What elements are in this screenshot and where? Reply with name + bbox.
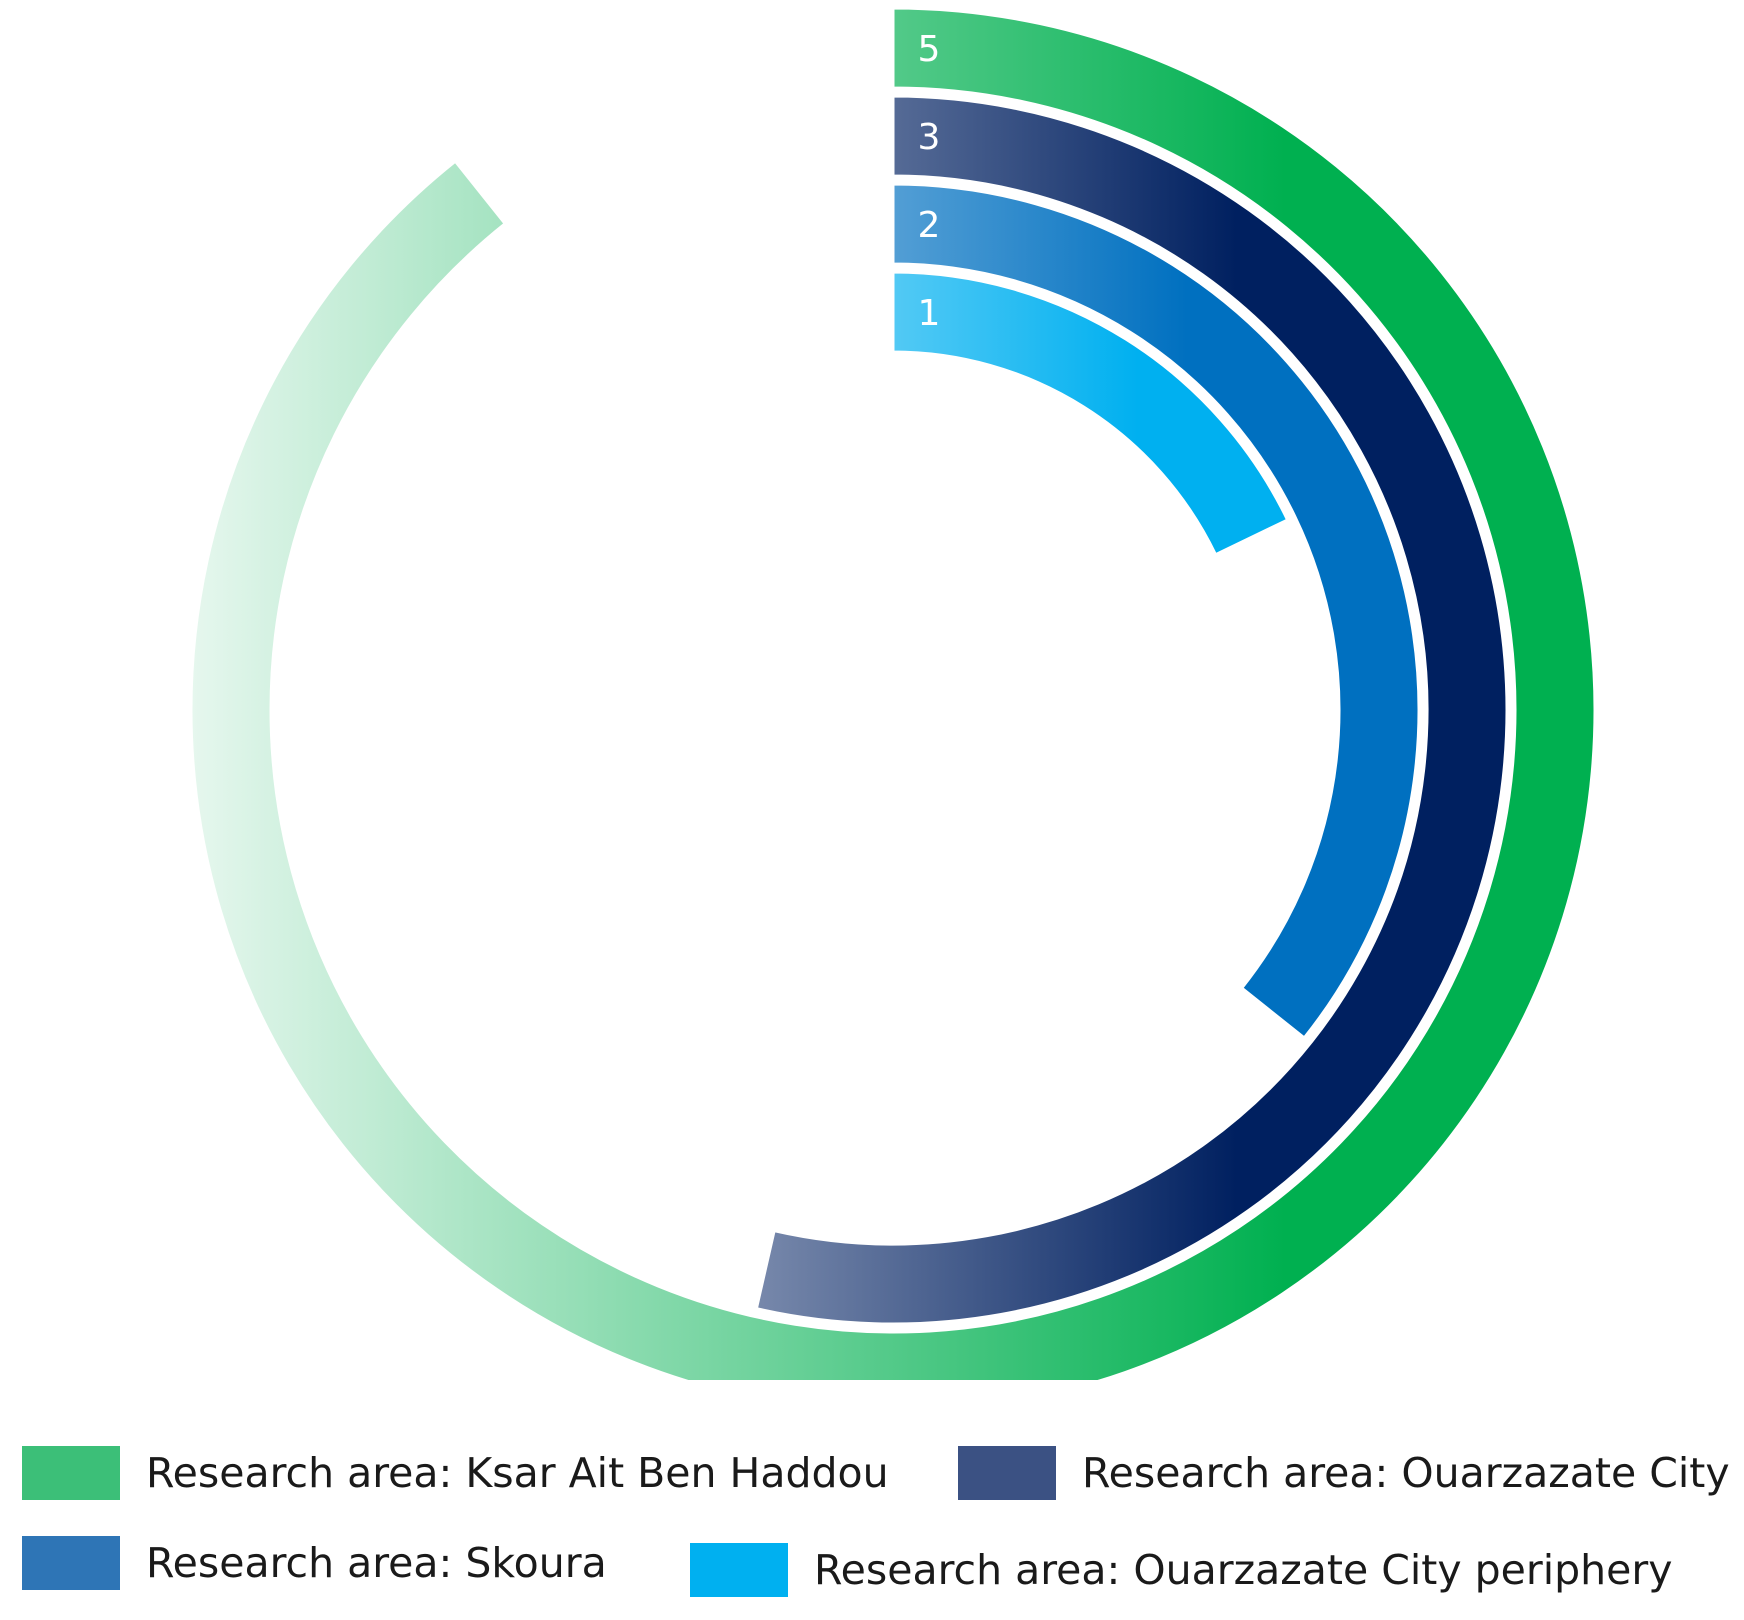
legend-item-ksar: Research area: Ksar Ait Ben Haddou xyxy=(22,1446,889,1500)
legend-label: Research area: Skoura xyxy=(146,1539,607,1587)
ring-value-label: 1 xyxy=(918,293,941,334)
legend-label: Research area: Ksar Ait Ben Haddou xyxy=(146,1449,889,1497)
ring-bar xyxy=(891,182,1421,1041)
legend-swatch xyxy=(22,1446,120,1500)
legend-label: Research area: Ouarzazate City periphery xyxy=(814,1546,1673,1594)
radial-bar-chart: 5 3 2 1 xyxy=(189,6,1597,1380)
legend-swatch xyxy=(690,1543,788,1597)
legend-label: Research area: Ouarzazate City xyxy=(1082,1449,1730,1497)
ring-value-label: 3 xyxy=(918,117,941,158)
ring-label-group: 5 3 2 1 xyxy=(918,29,941,334)
legend-swatch xyxy=(22,1536,120,1590)
ring-value-label: 5 xyxy=(918,29,941,70)
ring-bar xyxy=(754,94,1509,1326)
ring-group xyxy=(189,6,1597,1380)
legend-item-ouarzazate-city: Research area: Ouarzazate City xyxy=(958,1446,1730,1500)
ring-bar xyxy=(891,270,1290,557)
ring-value-label: 2 xyxy=(918,205,941,246)
ring-bar xyxy=(189,6,1597,1380)
legend-swatch xyxy=(958,1446,1056,1500)
legend-item-skoura: Research area: Skoura xyxy=(22,1536,607,1590)
legend-item-periphery: Research area: Ouarzazate City periphery xyxy=(690,1543,1672,1597)
